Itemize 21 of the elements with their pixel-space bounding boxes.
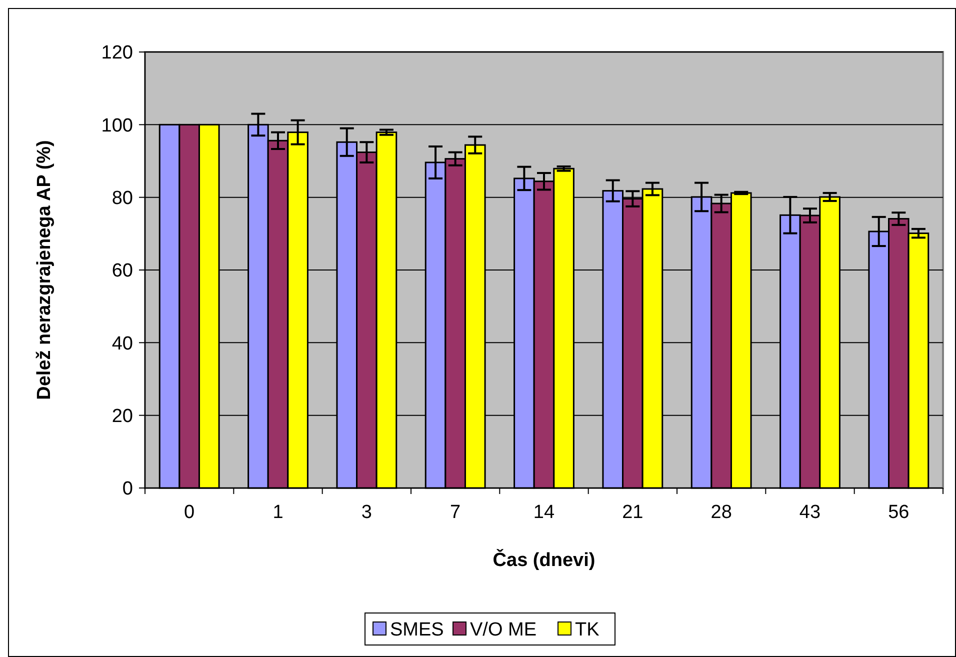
x-tick-label: 28	[710, 502, 732, 523]
x-tick-label: 3	[361, 502, 372, 523]
y-tick-label: 20	[112, 406, 133, 427]
x-tick-label: 21	[622, 502, 644, 523]
y-tick-label: 60	[112, 260, 133, 282]
y-tick-label: 40	[112, 333, 133, 354]
x-tick-label: 43	[799, 502, 821, 523]
legend-label: V/O ME	[470, 620, 537, 641]
y-tick-label: 100	[101, 115, 133, 136]
y-tick-label: 80	[112, 188, 133, 209]
x-tick-label: 7	[450, 502, 461, 523]
x-tick-label: 1	[272, 502, 284, 523]
legend-label: TK	[575, 620, 600, 641]
legend-label: SMES	[390, 620, 444, 641]
y-tick-label: 120	[101, 42, 133, 64]
x-tick-label: 56	[888, 502, 910, 523]
x-tick-label: 0	[184, 502, 195, 523]
y-tick-label: 0	[122, 478, 133, 500]
x-axis-title: Čas (dnevi)	[492, 548, 596, 571]
y-axis-title: Delež nerazgrajenega AP (%)	[34, 140, 55, 400]
x-tick-label: 14	[533, 502, 555, 523]
